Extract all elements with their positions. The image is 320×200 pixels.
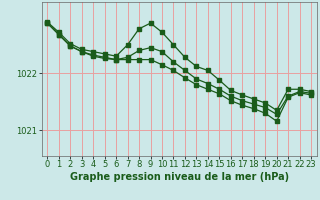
X-axis label: Graphe pression niveau de la mer (hPa): Graphe pression niveau de la mer (hPa)	[70, 172, 289, 182]
